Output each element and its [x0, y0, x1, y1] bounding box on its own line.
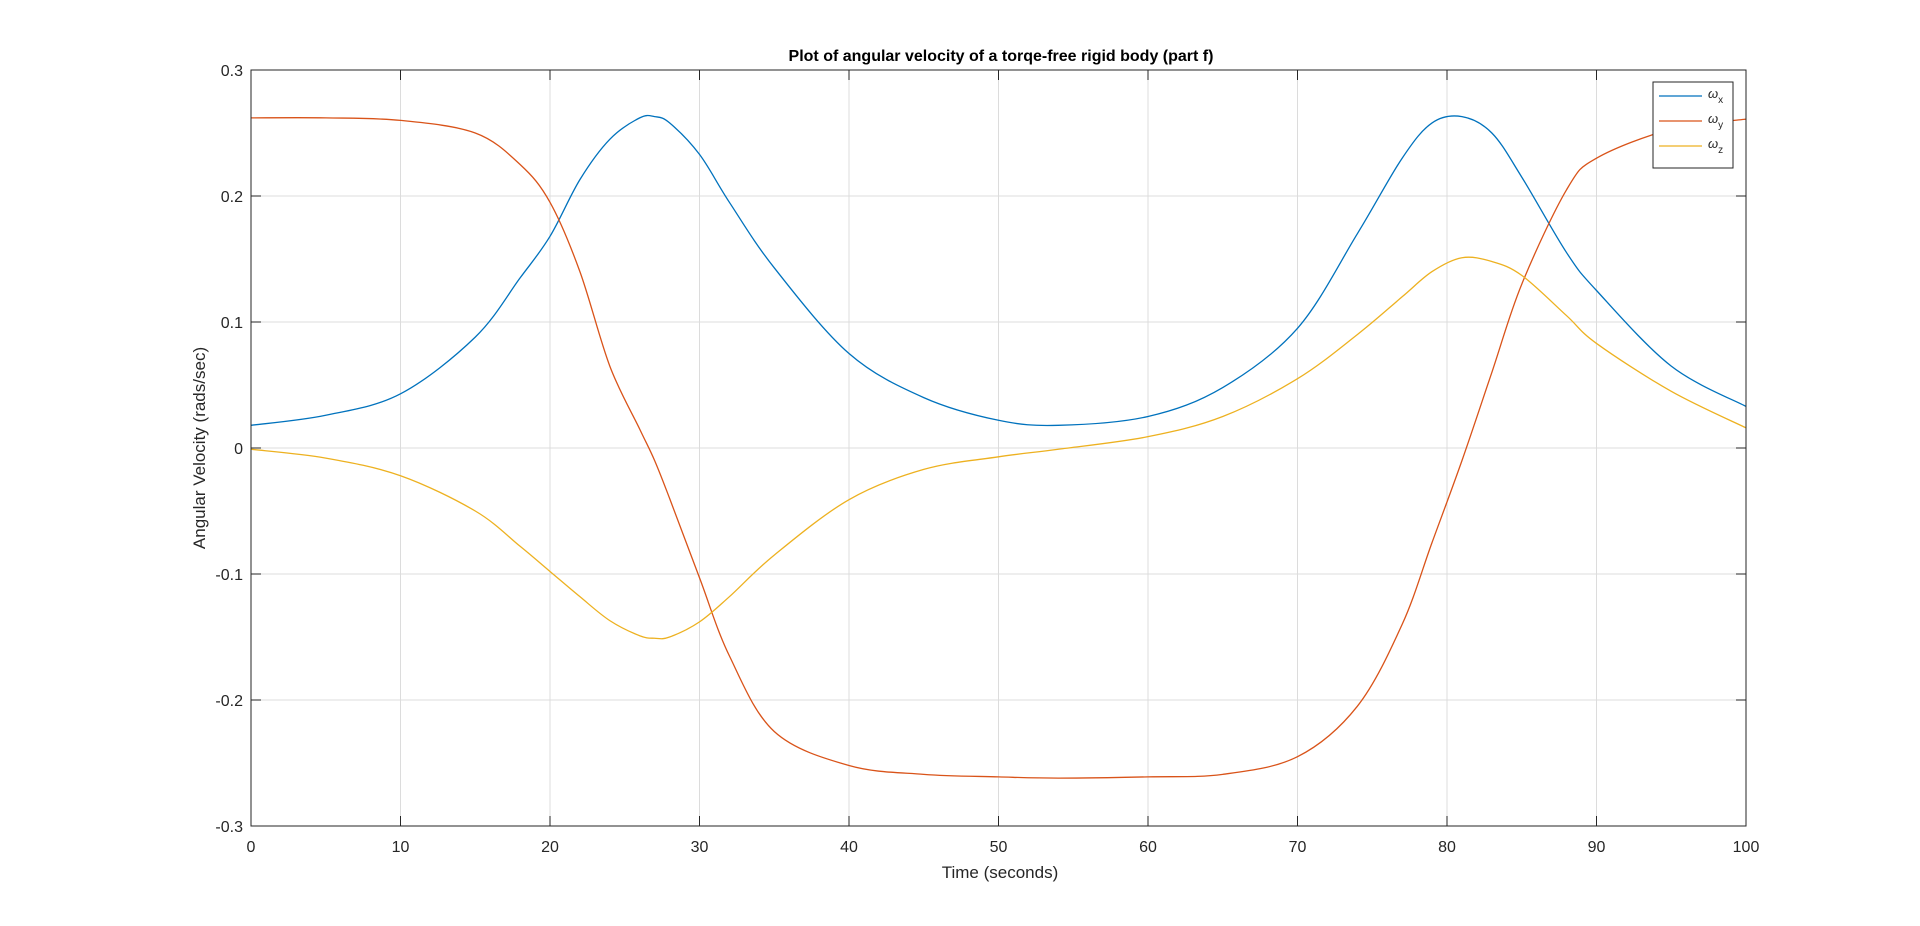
series-line-omega-y: [250, 117, 1747, 779]
y-tick-label: 0.2: [221, 189, 243, 206]
chart-title: Plot of angular velocity of a torqe-free…: [789, 48, 1214, 65]
x-tick-label: 0: [247, 839, 256, 856]
x-tick-label: 10: [392, 839, 410, 856]
y-tick-label: 0.3: [221, 63, 243, 80]
x-tick-label: 50: [990, 839, 1008, 856]
y-tick-label: -0.2: [215, 693, 243, 710]
series-line-omega-x: [250, 114, 1747, 427]
x-tick-label: 30: [691, 839, 709, 856]
x-tick-label: 100: [1733, 839, 1760, 856]
grid-lines: [250, 69, 1747, 827]
y-tick-label: 0: [234, 441, 243, 458]
y-tick-label: 0.1: [221, 315, 243, 332]
series-lines: [250, 114, 1747, 779]
tick-labels: 0 10 20 30 40 50 60 70 80 90 100 -0.3 -0.2 -0.1 0 0.1 0.…: [215, 63, 1759, 856]
x-tick-label: 70: [1289, 839, 1307, 856]
x-tick-label: 90: [1588, 839, 1606, 856]
x-tick-label: 20: [541, 839, 559, 856]
axes-frame: [250, 69, 1747, 827]
axes-box: [250, 69, 1747, 827]
x-tick-label: 80: [1438, 839, 1456, 856]
x-axis-label: Time (seconds): [942, 863, 1059, 882]
x-tick-label: 60: [1139, 839, 1157, 856]
y-axis-label: Angular Velocity (rads/sec): [190, 347, 209, 549]
y-tick-label: -0.1: [215, 567, 243, 584]
series-line-omega-z: [250, 256, 1747, 640]
y-tick-label: -0.3: [215, 819, 243, 836]
x-tick-label: 40: [840, 839, 858, 856]
